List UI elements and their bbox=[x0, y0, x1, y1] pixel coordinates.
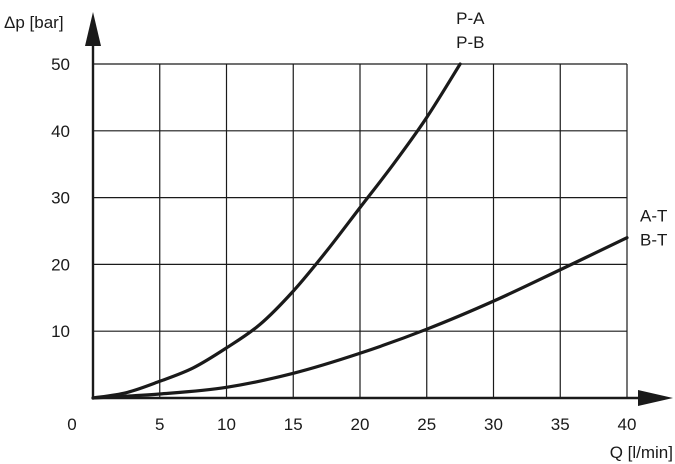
series-label-a-t-b-t-line-1: A-T bbox=[640, 207, 667, 226]
x-tick-label-5: 5 bbox=[155, 415, 164, 434]
series-curves bbox=[91, 62, 629, 400]
tick-labels: 0 5 10 15 20 25 30 35 40 10 20 30 40 50 bbox=[51, 55, 636, 434]
series-label-a-t-b-t-line-2: B-T bbox=[640, 231, 667, 250]
axes bbox=[85, 12, 673, 406]
x-tick-label-30: 30 bbox=[484, 415, 503, 434]
y-axis-label: Δp [bar] bbox=[4, 13, 64, 32]
x-tick-label-25: 25 bbox=[417, 415, 436, 434]
grid bbox=[93, 63, 628, 398]
x-tick-label-10: 10 bbox=[217, 415, 236, 434]
y-tick-label-50: 50 bbox=[51, 55, 70, 74]
series-label-p-a-p-b-line-2: P-B bbox=[456, 33, 484, 52]
x-tick-label-35: 35 bbox=[551, 415, 570, 434]
x-axis-arrow bbox=[638, 390, 673, 406]
x-tick-label-40: 40 bbox=[618, 415, 637, 434]
series-label-p-a-p-b-line-1: P-A bbox=[456, 9, 485, 28]
x-axis-label: Q [l/min] bbox=[610, 443, 673, 462]
x-tick-label-0: 0 bbox=[67, 415, 76, 434]
y-tick-label-30: 30 bbox=[51, 189, 70, 208]
series-line-p-a-p-b bbox=[91, 62, 462, 400]
y-axis-arrow bbox=[85, 12, 101, 46]
y-tick-label-20: 20 bbox=[51, 255, 70, 274]
series-line-a-t-b-t bbox=[91, 236, 629, 400]
y-tick-label-40: 40 bbox=[51, 122, 70, 141]
y-tick-label-10: 10 bbox=[51, 322, 70, 341]
x-tick-label-20: 20 bbox=[351, 415, 370, 434]
x-tick-label-15: 15 bbox=[284, 415, 303, 434]
series-labels: P-A P-B A-T B-T bbox=[456, 9, 667, 250]
